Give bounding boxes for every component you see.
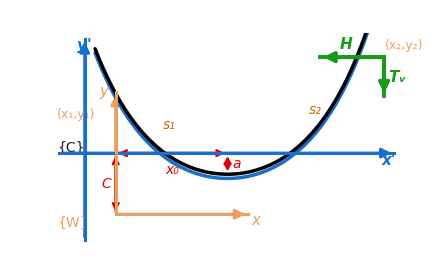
- Text: x': x': [382, 153, 396, 168]
- Text: s₂: s₂: [309, 103, 322, 117]
- Text: y': y': [77, 38, 92, 53]
- Text: Tᵥ: Tᵥ: [388, 70, 406, 85]
- Text: (x₂,y₂): (x₂,y₂): [385, 39, 424, 52]
- Text: H: H: [340, 37, 353, 52]
- Text: s₁: s₁: [163, 118, 175, 132]
- Text: x₀: x₀: [166, 163, 179, 177]
- Text: {C}: {C}: [57, 141, 85, 155]
- Text: y: y: [100, 84, 109, 99]
- Text: (x₁,y₁): (x₁,y₁): [57, 108, 96, 121]
- Text: C: C: [102, 177, 111, 191]
- Text: a: a: [233, 157, 241, 171]
- Text: x: x: [252, 213, 261, 228]
- Text: {W}: {W}: [57, 216, 89, 230]
